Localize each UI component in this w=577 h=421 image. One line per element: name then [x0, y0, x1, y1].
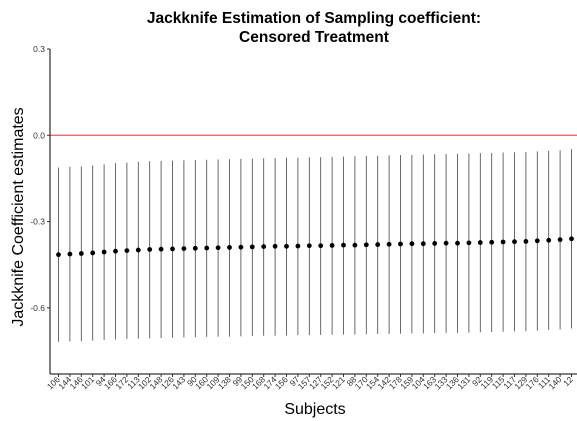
data-point: [352, 242, 358, 248]
data-point: [569, 236, 574, 242]
data-point: [432, 241, 438, 246]
data-point: [67, 251, 73, 257]
data-point: [386, 241, 392, 247]
data-point: [158, 246, 164, 252]
x-tick-label: 12: [561, 374, 575, 388]
data-point: [443, 240, 449, 246]
data-point: [181, 246, 187, 252]
chart-title: Jackknife Estimation of Sampling coeffic…: [147, 10, 481, 27]
data-point: [546, 237, 552, 243]
data-point: [420, 241, 426, 247]
data-point: [466, 240, 472, 246]
data-point: [78, 251, 84, 256]
data-point: [455, 240, 460, 246]
chart-subtitle: Censored Treatment: [239, 29, 389, 46]
data-point: [500, 239, 506, 245]
data-point: [170, 246, 175, 252]
data-point: [90, 250, 96, 256]
data-point: [398, 241, 403, 247]
data-point: [489, 239, 495, 245]
data-point: [124, 248, 130, 254]
data-point: [341, 242, 346, 248]
y-tick-label: -0.3: [30, 217, 45, 227]
data-point: [101, 249, 107, 255]
data-point: [215, 245, 221, 251]
data-point: [204, 245, 210, 251]
data-point: [147, 247, 153, 252]
data-point: [249, 244, 255, 250]
data-point: [192, 245, 198, 251]
data-point: [534, 238, 540, 244]
data-point: [284, 243, 289, 249]
data-point: [295, 243, 301, 249]
data-point: [306, 243, 312, 249]
data-point: [557, 237, 563, 243]
data-point: [409, 241, 415, 247]
data-point: [272, 243, 278, 249]
data-point: [363, 242, 369, 248]
data-point: [56, 252, 61, 258]
data-point: [329, 243, 335, 248]
data-point: [227, 245, 232, 250]
data-point: [238, 244, 244, 250]
x-axis-title: Subjects: [284, 401, 345, 418]
data-point: [113, 248, 118, 254]
data-point: [523, 239, 529, 244]
plot-area: 0.30.0-0.3-0.610614414610194166172113102…: [30, 44, 577, 391]
y-axis-title: Jackknife Coefficient estimates: [10, 107, 27, 326]
y-tick-label: 0.0: [33, 130, 45, 140]
data-point: [135, 247, 141, 253]
data-point: [261, 244, 267, 249]
data-point: [477, 240, 483, 245]
data-point: [512, 239, 517, 245]
data-point: [375, 242, 381, 247]
y-tick-label: 0.3: [33, 44, 45, 54]
data-point: [318, 243, 324, 249]
y-tick-label: -0.6: [30, 303, 45, 313]
